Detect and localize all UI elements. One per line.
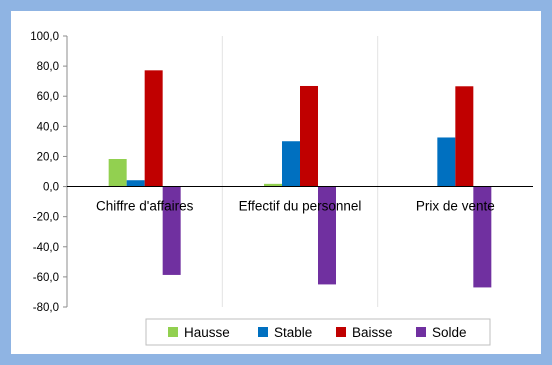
bar-hausse-2 xyxy=(264,183,282,187)
legend-label: Baisse xyxy=(352,325,393,340)
bar-stable-1 xyxy=(126,180,145,187)
legend-box xyxy=(145,318,491,346)
legend-label: Solde xyxy=(432,325,467,340)
category-label: Effectif du personnel xyxy=(239,199,362,214)
grid-layer xyxy=(221,36,379,307)
bar-solde-1 xyxy=(162,186,181,275)
y-tick-label: 20,0 xyxy=(37,151,59,163)
y-tick-labels: 100,0 80,0 60,0 40,0 20,0 0,0 -20,0 -40,0 -60,0 -… xyxy=(30,31,59,314)
legend-swatch-baisse xyxy=(336,327,346,337)
y-tick-label: -60,0 xyxy=(33,272,59,284)
axis-layer xyxy=(63,35,533,308)
legend-label: Hausse xyxy=(184,325,230,340)
bar-stable-3 xyxy=(437,137,456,187)
bar-baisse-1 xyxy=(144,70,163,187)
y-tick-label: -80,0 xyxy=(33,302,59,314)
bars-layer xyxy=(108,70,492,288)
y-tick-label: 0,0 xyxy=(43,182,59,194)
legend-swatch-hausse xyxy=(168,327,178,337)
y-tick-label: 80,0 xyxy=(37,61,59,73)
bar-solde-2 xyxy=(318,186,336,285)
legend-swatch-solde xyxy=(416,327,426,337)
y-tick-label: -40,0 xyxy=(33,242,59,254)
y-tick-label: -20,0 xyxy=(33,212,59,224)
category-labels: Chiffre d'affaires Effectif du personnel P… xyxy=(96,199,495,214)
y-tick-label: 40,0 xyxy=(37,121,59,133)
category-label: Prix de vente xyxy=(416,199,495,214)
bar-baisse-2 xyxy=(300,85,318,187)
legend: Hausse Stable Baisse Solde xyxy=(145,318,491,346)
y-tick-label: 100,0 xyxy=(30,31,59,43)
legend-swatch-stable xyxy=(258,327,268,337)
y-tick-label: 60,0 xyxy=(37,91,59,103)
category-label: Chiffre d'affaires xyxy=(96,199,194,214)
bar-solde-3 xyxy=(473,186,492,288)
legend-label: Stable xyxy=(274,325,312,340)
bar-stable-2 xyxy=(282,141,300,187)
bar-baisse-3 xyxy=(455,86,474,187)
bar-hausse-1 xyxy=(108,159,127,187)
